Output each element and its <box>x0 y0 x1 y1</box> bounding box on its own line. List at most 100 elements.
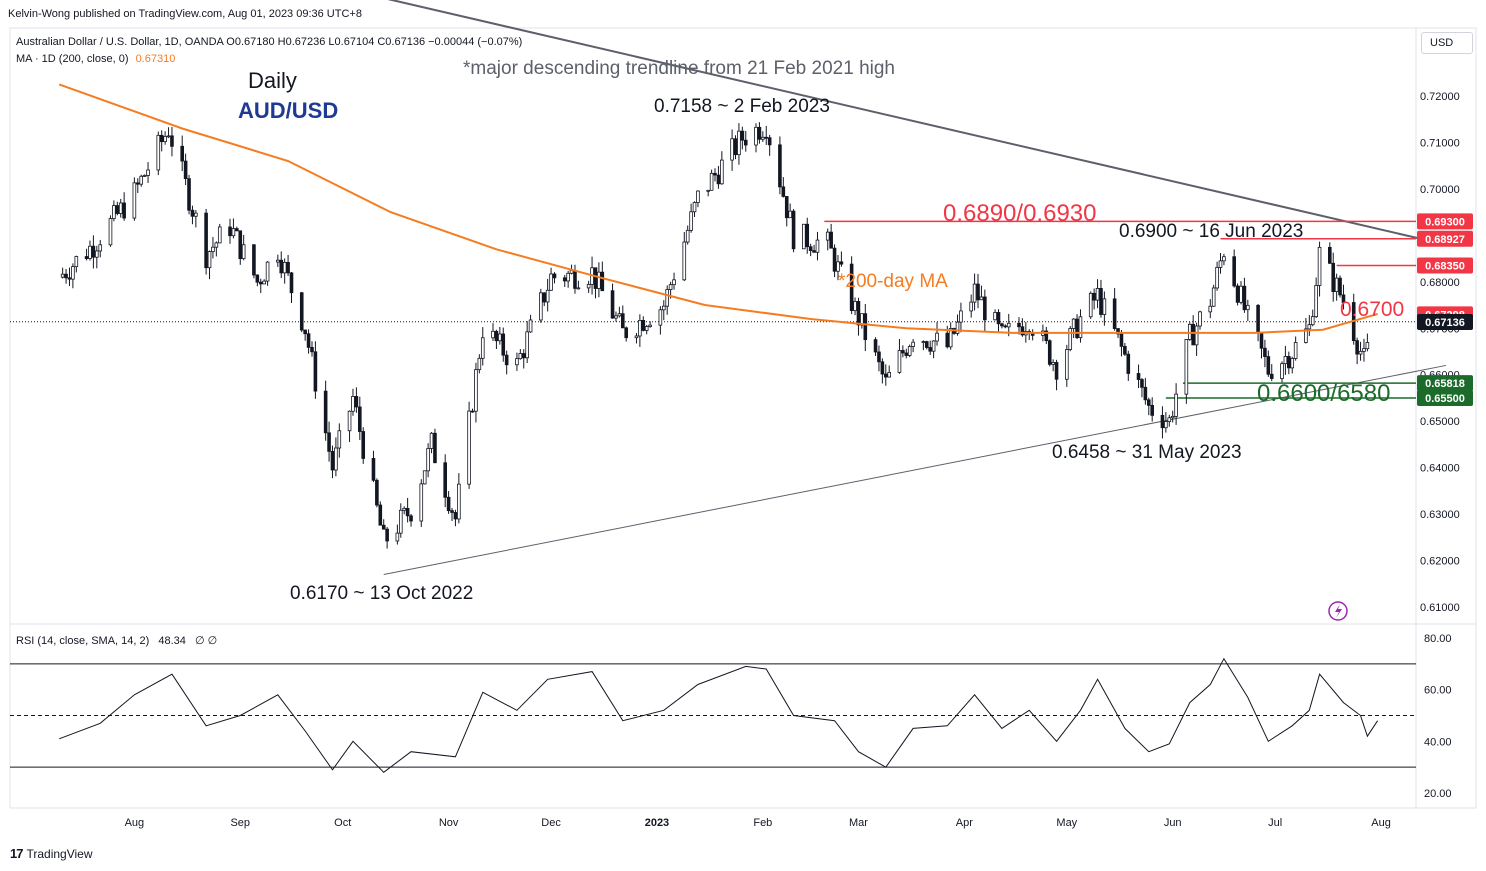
price-axis[interactable]: 0.720000.710000.700000.690000.680000.670… <box>1420 91 1460 614</box>
candle-body <box>634 335 639 339</box>
trendlines <box>383 0 1447 575</box>
candle-body <box>805 223 810 248</box>
candle-body <box>897 350 902 373</box>
tradingview-brand[interactable]: 17 TradingView <box>10 846 93 861</box>
candle-body <box>829 231 833 249</box>
candle-body <box>429 432 434 449</box>
candle-body <box>1194 325 1199 346</box>
candle-body <box>159 134 164 143</box>
candle-body <box>1256 304 1260 334</box>
candle-body <box>528 319 533 333</box>
candle-body <box>477 357 482 371</box>
candle-body <box>1235 285 1240 303</box>
candle-body <box>641 319 646 331</box>
candle-body <box>1078 316 1083 339</box>
candle-body <box>1000 323 1004 327</box>
candle-body <box>378 504 383 526</box>
candle-body <box>146 169 150 176</box>
candle-body <box>95 250 99 258</box>
chart-border <box>9 27 1477 809</box>
candle-body <box>91 245 96 258</box>
candle-body <box>976 283 980 301</box>
candle-body <box>1310 316 1315 326</box>
time-tick-label: May <box>1056 817 1077 829</box>
candle-body <box>1358 350 1363 355</box>
candle-body <box>549 273 553 291</box>
ma-legend-label: MA · 1D (200, close, 0) <box>16 53 129 65</box>
candle-body <box>856 301 861 326</box>
candle-body <box>1293 342 1298 359</box>
price-tick-label: 0.64000 <box>1420 463 1460 475</box>
candle-body <box>1020 326 1025 336</box>
candle-body <box>1307 324 1312 330</box>
candle-body <box>959 310 963 323</box>
time-tick-label: Aug <box>1371 817 1391 829</box>
candle-body <box>545 289 550 303</box>
currency-button[interactable]: USD <box>1421 32 1473 54</box>
bolt-icon[interactable] <box>1328 601 1348 621</box>
candle-body <box>170 135 174 147</box>
candle-body <box>1095 288 1100 301</box>
candle-body <box>156 134 161 171</box>
time-tick-label: 2023 <box>645 817 669 829</box>
candle-body <box>1263 347 1267 357</box>
symbol-info-line[interactable]: Australian Dollar / U.S. Dollar, 1D, OAN… <box>16 36 523 48</box>
time-tick-label: Jun <box>1164 817 1182 829</box>
candle-body <box>566 272 570 282</box>
rsi-legend[interactable]: RSI (14, close, SMA, 14, 2) 48.34 ∅ ∅ <box>16 634 217 647</box>
candle-body <box>419 483 424 522</box>
annotation-support-zone: 0.6600/6580 <box>1257 380 1390 407</box>
candle-body <box>877 351 881 363</box>
candle-body <box>354 396 359 408</box>
candle-body <box>1242 285 1247 311</box>
ma-legend[interactable]: MA · 1D (200, close, 0) 0.67310 <box>16 53 175 65</box>
candle-body <box>740 130 745 141</box>
candle-body <box>1054 362 1059 380</box>
candle-body <box>863 313 868 341</box>
candle-body <box>228 226 232 237</box>
candle-body <box>207 251 212 269</box>
candle-body <box>64 273 68 279</box>
time-axis[interactable]: Aug Sep Oct Nov Dec 2023 Feb Mar Apr May Jun Jul Aug <box>125 817 1391 829</box>
annotation-daily: Daily <box>248 68 297 93</box>
price-tick-label: 0.61000 <box>1420 602 1460 614</box>
candle-body <box>1044 330 1049 342</box>
candle-body <box>928 347 932 352</box>
candle-body <box>1290 358 1295 369</box>
candle-body <box>375 479 379 506</box>
horizontal-levels <box>10 220 1416 399</box>
candle-body <box>402 507 407 511</box>
candle-body <box>1362 348 1366 352</box>
price-tick-label: 0.70000 <box>1420 184 1460 196</box>
candle-body <box>784 196 789 219</box>
candle-body <box>282 261 287 274</box>
candle-body <box>948 328 953 348</box>
candle-body <box>883 373 888 378</box>
candle-body <box>624 327 629 339</box>
candle-body <box>539 292 543 321</box>
candle-body <box>265 261 270 282</box>
candle-body <box>696 190 700 203</box>
rsi-legend-extra: ∅ ∅ <box>194 635 218 647</box>
candle-body <box>733 138 738 156</box>
candle-body <box>504 354 509 366</box>
candle-body <box>279 259 284 274</box>
candle-body <box>327 432 331 452</box>
candle-body <box>381 524 386 530</box>
rsi-legend-value: 48.34 <box>158 635 186 647</box>
candle-body <box>979 296 984 301</box>
candle-body <box>139 175 144 185</box>
rsi-axis[interactable]: 80.00 60.00 40.00 20.00 <box>1424 633 1452 800</box>
price-labels: 0.693000.689270.683500.672980.671360.658… <box>1417 213 1473 406</box>
candle-body <box>1160 414 1165 429</box>
candle-body <box>211 246 215 253</box>
time-tick-label: Mar <box>849 817 868 829</box>
candle-body <box>661 305 666 311</box>
candle-body <box>610 290 615 319</box>
candle-body <box>235 228 239 232</box>
price-label-box <box>1417 313 1473 330</box>
candle-body <box>252 244 256 276</box>
candle-body <box>737 130 741 156</box>
candle-body <box>904 352 909 356</box>
